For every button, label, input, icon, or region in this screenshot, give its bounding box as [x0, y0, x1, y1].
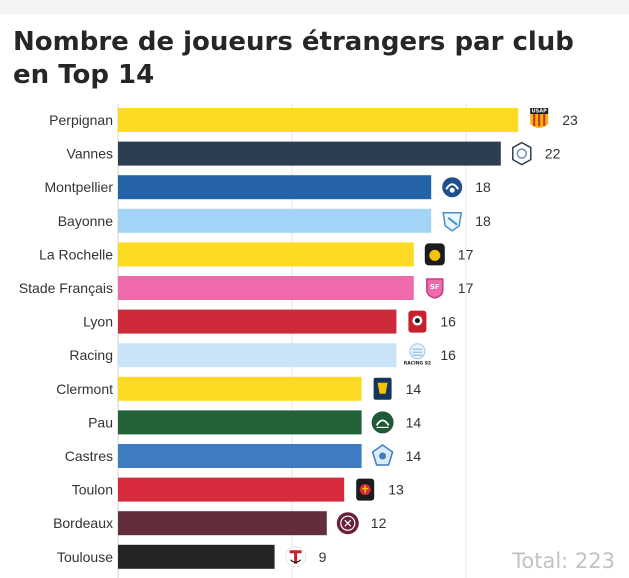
category-label: Lyon — [83, 314, 113, 330]
value-label: 22 — [545, 146, 561, 162]
asm-clermont-logo-icon — [373, 377, 392, 400]
ubb-logo-icon — [336, 512, 359, 535]
bar — [118, 242, 414, 267]
section-paloise-logo-icon — [371, 411, 394, 434]
value-label: 14 — [406, 414, 422, 430]
value-label: 23 — [562, 112, 578, 128]
lou-logo-icon — [408, 310, 427, 333]
category-label: Toulouse — [57, 549, 113, 565]
rc-vannes-logo-icon — [512, 141, 532, 166]
value-label: 17 — [458, 246, 474, 262]
bayonne-logo-icon — [442, 212, 463, 232]
value-label: 9 — [319, 549, 327, 565]
category-label: Toulon — [72, 482, 113, 498]
category-label: Bayonne — [58, 213, 113, 229]
svg-text:USAP: USAP — [532, 109, 548, 115]
bar — [118, 511, 327, 536]
category-label: Montpellier — [45, 179, 114, 195]
category-label: Castres — [65, 448, 113, 464]
category-label: Pau — [88, 414, 113, 430]
chart-title: Nombre de joueurs étrangers par club en … — [13, 27, 574, 90]
montpellier-logo-icon — [442, 177, 463, 198]
bar — [118, 444, 362, 468]
bar — [118, 309, 397, 334]
bar — [118, 276, 414, 300]
value-label: 12 — [371, 515, 387, 531]
bar — [118, 108, 519, 132]
category-label: La Rochelle — [39, 246, 113, 262]
value-label: 18 — [475, 179, 491, 195]
value-label: 14 — [406, 381, 422, 397]
category-label: Perpignan — [49, 112, 113, 128]
value-label: 18 — [475, 213, 491, 229]
racing-92-logo-icon: RACING 92 — [404, 343, 431, 367]
value-label: 16 — [440, 347, 456, 363]
bar — [118, 410, 362, 435]
category-label: Racing — [69, 347, 113, 363]
value-label: 16 — [440, 314, 456, 330]
stade-francais-logo-icon: SF — [426, 278, 444, 299]
svg-text:SF: SF — [430, 283, 440, 291]
bar — [118, 343, 397, 368]
svg-text:RACING 92: RACING 92 — [404, 361, 431, 367]
la-rochelle-logo-icon — [424, 243, 445, 266]
rc-toulon-logo-icon — [356, 478, 375, 501]
usap-logo-icon: USAP — [530, 108, 549, 128]
value-label: 17 — [458, 280, 474, 296]
total-label: Total: 223 — [512, 549, 615, 573]
bar — [118, 544, 275, 569]
bar — [118, 376, 362, 401]
category-label: Clermont — [56, 381, 113, 397]
category-label: Vannes — [67, 146, 113, 162]
bar — [118, 141, 501, 166]
bar — [118, 208, 432, 233]
bar — [118, 175, 432, 200]
value-label: 14 — [406, 448, 422, 464]
castres-olympique-logo-icon — [371, 444, 394, 466]
category-label: Stade Français — [19, 280, 113, 296]
stade-toulousain-logo-icon — [285, 546, 307, 568]
bar — [118, 477, 345, 502]
category-label: Bordeaux — [53, 515, 113, 531]
value-label: 13 — [388, 482, 404, 498]
